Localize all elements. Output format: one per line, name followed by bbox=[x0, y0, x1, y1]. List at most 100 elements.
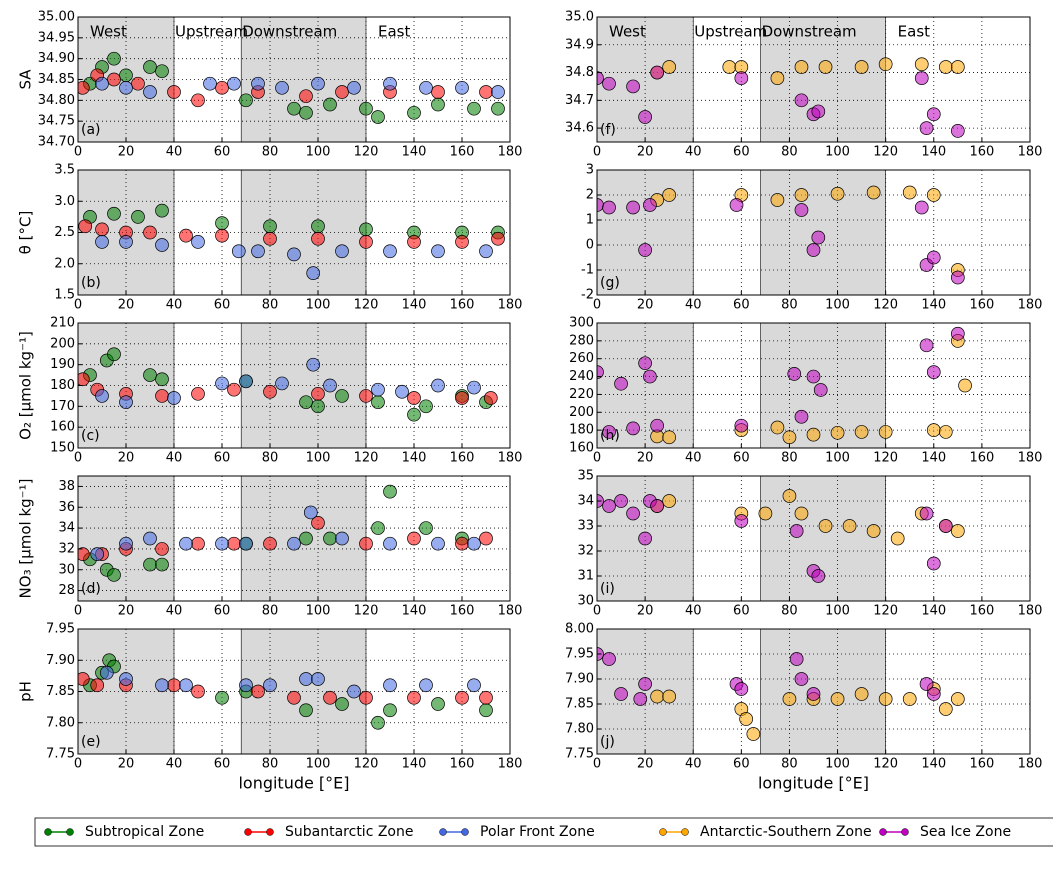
data-point bbox=[143, 60, 157, 74]
data-point bbox=[662, 60, 677, 74]
data-point bbox=[650, 689, 664, 704]
data-point bbox=[407, 391, 421, 405]
data-point bbox=[251, 684, 265, 699]
data-point bbox=[359, 389, 373, 403]
axes-frame bbox=[596, 628, 1031, 755]
y-tick-label: 7.80 bbox=[46, 715, 75, 730]
data-point bbox=[467, 380, 481, 395]
panel-label: (g) bbox=[600, 275, 620, 291]
y-tick-label: 30 bbox=[58, 562, 75, 577]
data-point bbox=[90, 678, 105, 693]
panel: 0 20 40 60 80 100 120 140 160 180 150 160 170 180 190 2… bbox=[17, 316, 523, 466]
data-point bbox=[479, 690, 493, 705]
panel-label: (h) bbox=[600, 428, 620, 444]
data-point bbox=[878, 692, 893, 706]
data-point bbox=[431, 378, 445, 393]
data-point bbox=[813, 383, 828, 397]
x-tick-label: 160 bbox=[450, 451, 475, 466]
x-tick-label: 40 bbox=[685, 145, 702, 160]
y-tick-label: 7.95 bbox=[46, 622, 75, 637]
x-tick-label: 40 bbox=[166, 604, 183, 619]
x-tick-label: 100 bbox=[825, 604, 850, 619]
data-point bbox=[614, 376, 628, 391]
data-point bbox=[602, 425, 616, 439]
x-tick-label: 160 bbox=[969, 145, 994, 160]
panel-label: (a) bbox=[81, 122, 101, 138]
y-tick-label: 7.75 bbox=[46, 747, 75, 762]
data-point bbox=[739, 712, 753, 726]
legend-label: Polar Front Zone bbox=[480, 824, 595, 840]
x-tick-label: 80 bbox=[262, 757, 279, 772]
data-point bbox=[902, 692, 917, 706]
data-point bbox=[383, 678, 397, 693]
data-point bbox=[227, 76, 241, 91]
panel-label: (f) bbox=[600, 122, 616, 138]
data-point bbox=[729, 198, 744, 212]
data-point bbox=[155, 64, 169, 79]
data-point bbox=[306, 357, 321, 372]
data-point bbox=[650, 65, 664, 80]
data-point bbox=[371, 521, 385, 535]
data-point bbox=[251, 76, 265, 91]
data-point bbox=[359, 536, 373, 551]
data-point bbox=[638, 531, 652, 546]
data-point bbox=[143, 225, 157, 240]
x-tick-label: 100 bbox=[306, 757, 331, 772]
data-point bbox=[311, 516, 325, 530]
y-tick-label: 170 bbox=[50, 399, 75, 414]
x-tick-label: 80 bbox=[262, 451, 279, 466]
data-point bbox=[830, 425, 845, 440]
x-tick-label: 80 bbox=[262, 298, 279, 313]
data-point bbox=[811, 569, 826, 583]
x-tick-label: 180 bbox=[498, 451, 523, 466]
data-point bbox=[335, 531, 349, 546]
data-point bbox=[99, 665, 114, 680]
data-point bbox=[431, 697, 445, 711]
x-tick-label: 160 bbox=[969, 604, 994, 619]
data-point bbox=[359, 101, 373, 116]
x-tick-label: 120 bbox=[354, 757, 379, 772]
data-point bbox=[179, 678, 193, 693]
x-tick-label: 180 bbox=[1018, 451, 1043, 466]
y-tick-label: 7.90 bbox=[565, 672, 594, 687]
x-tick-label: 40 bbox=[166, 451, 183, 466]
data-point bbox=[371, 715, 385, 730]
data-point bbox=[491, 85, 505, 99]
y-tick-label: 3.5 bbox=[54, 163, 75, 178]
data-point bbox=[722, 60, 737, 74]
points bbox=[78, 51, 505, 124]
data-point bbox=[95, 235, 109, 249]
data-point bbox=[167, 391, 181, 405]
y-tick-label: 180 bbox=[50, 378, 75, 393]
x-tick-label: 40 bbox=[166, 757, 183, 772]
x-tick-label: 120 bbox=[873, 757, 898, 772]
y-tick-label: 2.5 bbox=[54, 225, 75, 240]
axes-frame bbox=[596, 16, 1031, 143]
data-point bbox=[215, 536, 229, 551]
data-point bbox=[626, 200, 640, 215]
y-tick-label: 34.75 bbox=[38, 114, 75, 129]
data-point bbox=[950, 60, 965, 74]
y-tick-label: 33 bbox=[577, 519, 594, 534]
y-axis-label: O₂ [μmol kg⁻¹] bbox=[17, 331, 35, 440]
data-point bbox=[602, 499, 616, 513]
data-point bbox=[938, 702, 953, 716]
data-point bbox=[806, 427, 821, 442]
data-point bbox=[919, 506, 934, 521]
data-point bbox=[311, 399, 325, 414]
data-point bbox=[734, 418, 749, 433]
data-point bbox=[878, 425, 893, 439]
data-point bbox=[275, 376, 289, 391]
data-point bbox=[143, 368, 157, 382]
data-point bbox=[479, 244, 493, 259]
data-point bbox=[407, 690, 421, 705]
legend: Subtropical Zone Subantarctic Zone Polar F… bbox=[34, 817, 1053, 847]
y-tick-label: 2.0 bbox=[54, 256, 75, 271]
x-tick-label: 0 bbox=[593, 604, 601, 619]
x-tick-label: 0 bbox=[593, 757, 601, 772]
y-axis-label: θ [°C] bbox=[17, 211, 35, 255]
x-tick-label: 180 bbox=[498, 298, 523, 313]
data-point bbox=[215, 80, 229, 95]
panel-label: (i) bbox=[600, 581, 615, 597]
data-point bbox=[335, 389, 349, 403]
